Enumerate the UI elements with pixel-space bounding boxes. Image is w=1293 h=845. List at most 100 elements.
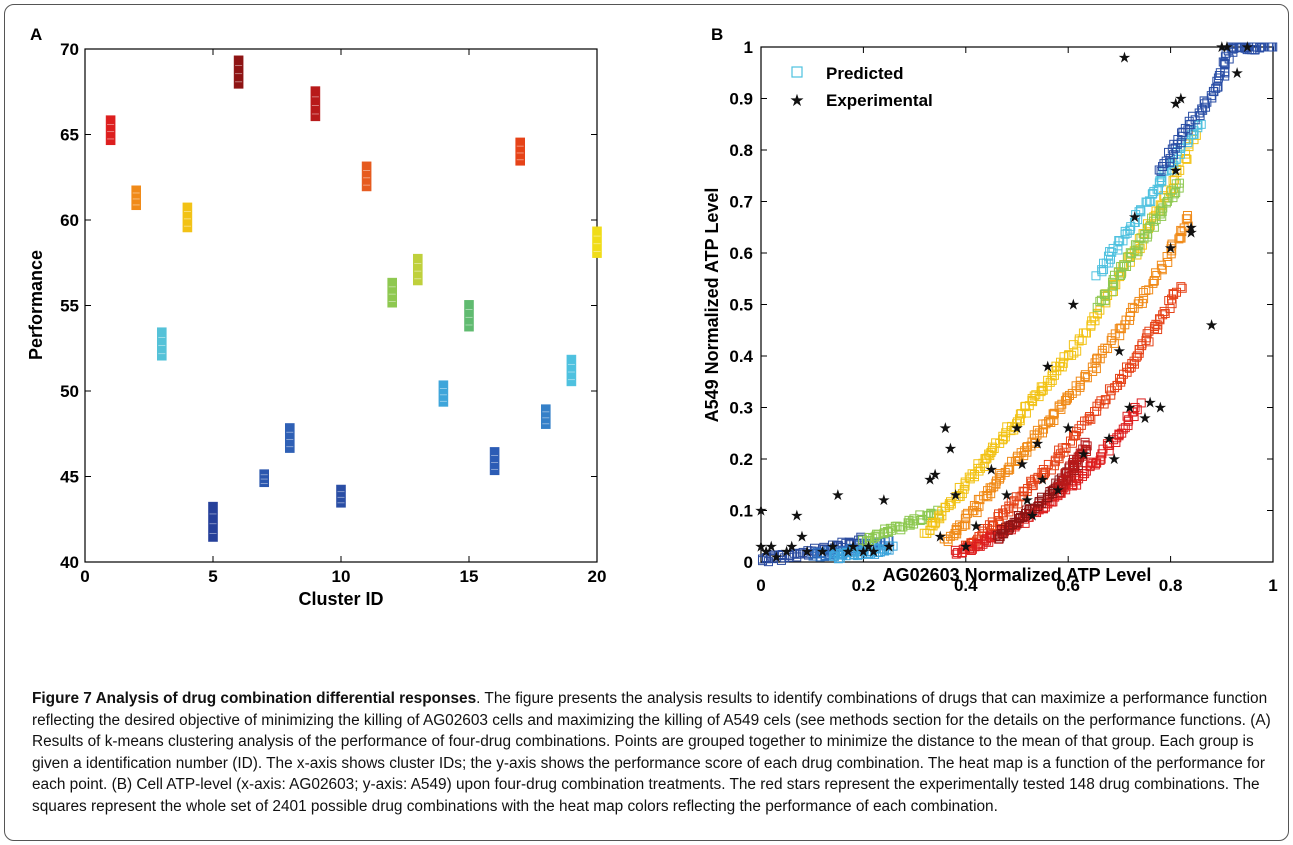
predicted-point bbox=[1213, 82, 1223, 92]
experimental-point: ★ bbox=[1123, 400, 1136, 417]
predicted-point bbox=[1072, 346, 1082, 356]
predicted-point bbox=[1069, 430, 1079, 440]
predicted-point bbox=[1039, 424, 1049, 434]
predicted-point bbox=[882, 544, 892, 554]
experimental-point: ★ bbox=[1118, 49, 1131, 66]
predicted-point bbox=[1108, 243, 1118, 253]
legend-predicted-label: Predicted bbox=[826, 64, 903, 83]
y-tick-label: 0.2 bbox=[729, 450, 753, 469]
panel-b-axis-ticks: 0 0.2 0.4 0.6 0.8 1 0 0.1 0.2 0.3 0.4 0.5 0.6 0.7 0.8 0… bbox=[729, 38, 1277, 595]
experimental-point: ★ bbox=[1041, 358, 1054, 375]
y-tick-label: 0.6 bbox=[729, 244, 753, 263]
y-tick-label: 0.1 bbox=[729, 502, 753, 521]
predicted-point bbox=[998, 510, 1008, 520]
predicted-point bbox=[1136, 205, 1146, 215]
predicted-point bbox=[1161, 198, 1171, 208]
panel-b-x-axis-label: AG02603 Normalized ATP Level bbox=[883, 565, 1152, 585]
predicted-point bbox=[922, 528, 932, 538]
experimental-point: ★ bbox=[1036, 472, 1049, 489]
experimental-point: ★ bbox=[1102, 430, 1115, 447]
x-tick-label: 0 bbox=[756, 576, 765, 595]
predicted-point bbox=[1156, 205, 1166, 215]
predicted-point bbox=[1032, 430, 1042, 440]
predicted-point bbox=[1095, 305, 1105, 315]
experimental-point: ★ bbox=[923, 472, 936, 489]
experimental-point: ★ bbox=[1169, 96, 1182, 113]
predicted-point bbox=[873, 529, 883, 539]
predicted-point bbox=[994, 469, 1004, 479]
predicted-point bbox=[1080, 370, 1090, 380]
predicted-point bbox=[955, 520, 965, 530]
predicted-point bbox=[1019, 512, 1029, 522]
predicted-point bbox=[1138, 287, 1148, 297]
predicted-point bbox=[1004, 504, 1014, 514]
predicted-point bbox=[1167, 239, 1177, 249]
caption-body: . The figure presents the analysis resul… bbox=[32, 690, 1271, 815]
experimental-point: ★ bbox=[841, 544, 854, 561]
panel-b-experimental-stars: ★★★★★★★★★★ ★★★★★★★★★★★★★★★★★★★★★★★★★★★★★★… bbox=[754, 39, 1254, 566]
predicted-point bbox=[864, 549, 874, 559]
experimental-point: ★ bbox=[759, 544, 772, 561]
predicted-point bbox=[967, 469, 977, 479]
predicted-point bbox=[961, 520, 971, 530]
experimental-point: ★ bbox=[877, 492, 890, 509]
experimental-point: ★ bbox=[1128, 209, 1141, 226]
predicted-point bbox=[1159, 306, 1169, 316]
predicted-point bbox=[1090, 460, 1100, 470]
y-tick-label: 50 bbox=[60, 382, 79, 401]
predicted-point bbox=[1174, 178, 1184, 188]
predicted-point bbox=[935, 514, 945, 524]
experimental-point: ★ bbox=[800, 544, 813, 561]
predicted-point bbox=[909, 519, 919, 529]
predicted-point bbox=[1004, 462, 1014, 472]
experimental-point: ★ bbox=[795, 528, 808, 545]
predicted-point bbox=[1183, 125, 1193, 135]
predicted-point bbox=[1175, 149, 1185, 159]
predicted-point bbox=[785, 550, 795, 560]
experimental-point: ★ bbox=[1113, 343, 1126, 360]
predicted-point bbox=[1134, 240, 1144, 250]
cluster-19-points bbox=[566, 354, 577, 387]
figure-frame bbox=[4, 4, 1289, 841]
cluster-6-points bbox=[233, 55, 244, 89]
x-tick-label: 15 bbox=[460, 567, 479, 586]
experimental-point: ★ bbox=[933, 528, 946, 545]
predicted-point bbox=[1038, 382, 1048, 392]
x-tick-label: 0.6 bbox=[1056, 576, 1080, 595]
y-tick-label: 45 bbox=[60, 468, 79, 487]
predicted-point bbox=[1169, 289, 1179, 299]
predicted-point bbox=[1032, 425, 1042, 435]
predicted-point bbox=[1211, 83, 1221, 93]
predicted-point bbox=[1182, 154, 1192, 164]
predicted-point bbox=[919, 528, 929, 538]
predicted-point bbox=[1107, 287, 1117, 297]
predicted-point bbox=[1054, 454, 1064, 464]
legend-predicted-square-icon bbox=[791, 66, 803, 78]
predicted-point bbox=[1196, 119, 1206, 129]
predicted-point bbox=[1142, 329, 1152, 339]
experimental-point: ★ bbox=[765, 539, 778, 556]
predicted-point bbox=[1150, 321, 1160, 331]
experimental-point: ★ bbox=[1205, 317, 1218, 334]
predicted-point bbox=[1076, 450, 1086, 460]
predicted-point bbox=[1177, 283, 1187, 293]
predicted-point bbox=[963, 508, 973, 518]
cluster-13-points bbox=[412, 253, 423, 286]
experimental-point: ★ bbox=[1051, 482, 1064, 499]
experimental-point: ★ bbox=[959, 539, 972, 556]
y-tick-label: 0.5 bbox=[729, 296, 753, 315]
predicted-point bbox=[1241, 42, 1251, 52]
predicted-point bbox=[983, 492, 993, 502]
predicted-point bbox=[1007, 421, 1017, 431]
predicted-point bbox=[1092, 406, 1102, 416]
predicted-point bbox=[835, 553, 845, 563]
cluster-18-points bbox=[540, 404, 551, 429]
predicted-point bbox=[1113, 241, 1123, 251]
cluster-14-points bbox=[438, 380, 449, 407]
predicted-point bbox=[972, 508, 982, 518]
experimental-point: ★ bbox=[770, 549, 783, 566]
experimental-point: ★ bbox=[939, 420, 952, 437]
experimental-point: ★ bbox=[882, 539, 895, 556]
predicted-point bbox=[1167, 144, 1177, 154]
